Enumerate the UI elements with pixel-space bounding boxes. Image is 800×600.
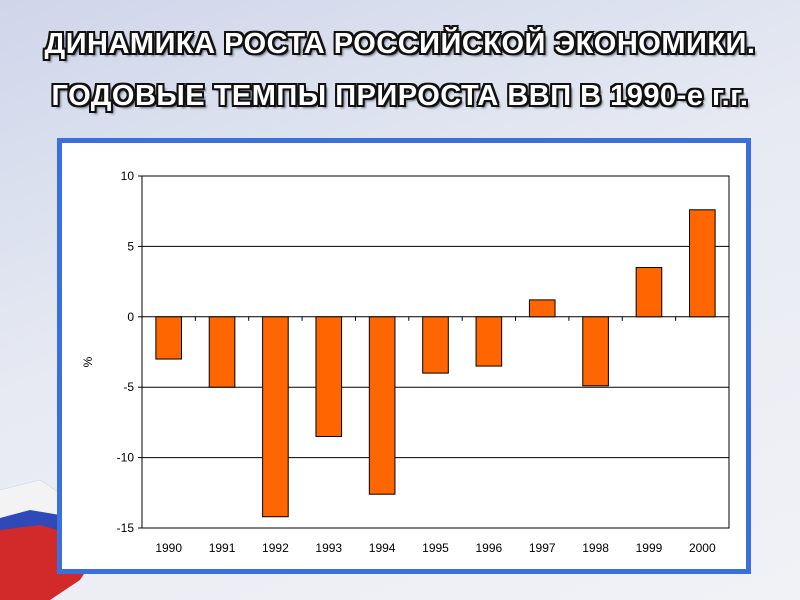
chart-frame: 10 5 0 -5 -10 -15 1990 1991 1992 1993 1994 1995 1996… bbox=[57, 138, 751, 574]
x-tick-label: 1997 bbox=[529, 541, 556, 555]
bar-1997 bbox=[528, 299, 556, 318]
x-tick-label: 1998 bbox=[582, 541, 609, 555]
bar-1999 bbox=[635, 267, 663, 318]
y-tick-label: -10 bbox=[117, 451, 135, 465]
bar-1992 bbox=[262, 316, 289, 518]
y-tick-label: 5 bbox=[127, 239, 134, 253]
bar-1998 bbox=[582, 316, 609, 387]
x-tick-label: 1991 bbox=[209, 541, 236, 555]
bar-1993 bbox=[315, 316, 343, 437]
y-axis-label: % bbox=[81, 356, 95, 367]
gdp-growth-bar-chart: 10 5 0 -5 -10 -15 1990 1991 1992 1993 1994 1995 1996… bbox=[81, 169, 730, 555]
x-tick-label: 1999 bbox=[636, 541, 663, 555]
y-tick-label: -5 bbox=[123, 380, 134, 394]
x-tick-label: 1990 bbox=[155, 541, 182, 555]
plot-area-border bbox=[141, 175, 730, 529]
bar-1991 bbox=[208, 316, 236, 388]
x-tick-label: 1996 bbox=[476, 541, 503, 555]
x-tick-label: 2000 bbox=[689, 541, 716, 555]
y-tick-label: -15 bbox=[117, 521, 135, 535]
y-tick-label: 10 bbox=[121, 169, 135, 183]
bar-1995 bbox=[422, 316, 449, 374]
bar-2000 bbox=[689, 209, 716, 318]
x-tick-label: 1993 bbox=[315, 541, 342, 555]
x-tick-label: 1992 bbox=[262, 541, 289, 555]
slide-title-line-2: ГОДОВЫЕ ТЕМПЫ ПРИРОСТА ВВП В 1990-е г.г. bbox=[51, 80, 749, 112]
bars bbox=[155, 209, 716, 518]
x-tick-label: 1995 bbox=[422, 541, 449, 555]
y-tick-label: 0 bbox=[127, 310, 134, 324]
x-tick-label: 1994 bbox=[369, 541, 396, 555]
slide-title-line-1: ДИНАМИКА РОСТА РОССИЙСКОЙ ЭКОНОМИКИ. bbox=[44, 28, 756, 60]
bar-1994 bbox=[368, 316, 396, 495]
bar-1990 bbox=[155, 316, 182, 360]
bar-1996 bbox=[475, 316, 503, 367]
axes: 10 5 0 -5 -10 -15 1990 1991 1992 1993 1994 1995 1996… bbox=[117, 169, 730, 555]
